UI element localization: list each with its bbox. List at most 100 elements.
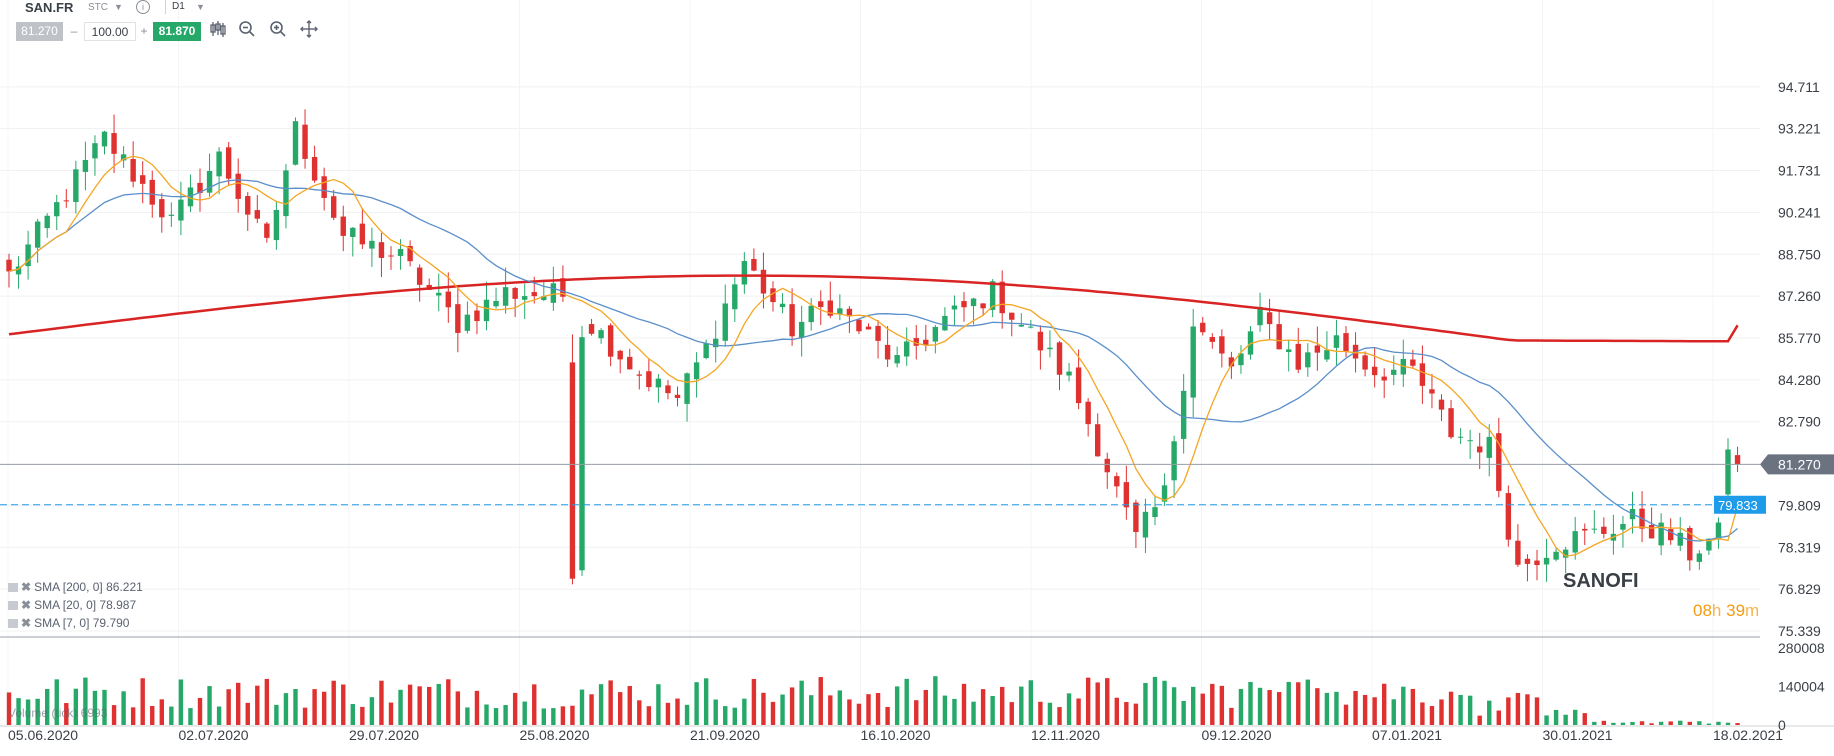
chevron-down-icon[interactable]: ▼ — [114, 2, 123, 12]
zoom-out-icon[interactable] — [237, 20, 257, 40]
volume-bar — [1219, 685, 1225, 725]
volume-bar — [360, 706, 365, 725]
candle-body — [1448, 408, 1454, 438]
candle-body — [808, 305, 814, 323]
candle-body — [1047, 347, 1053, 350]
volume-bar — [1210, 683, 1215, 725]
volume-bar — [1162, 680, 1167, 725]
candle-body — [617, 350, 623, 360]
candle-body — [197, 182, 203, 194]
candle-body — [15, 266, 22, 275]
candle-body — [1381, 376, 1387, 381]
candle-body — [1429, 389, 1435, 394]
candle-body — [1457, 436, 1464, 438]
candle-body — [951, 305, 958, 310]
candle-body — [865, 326, 872, 330]
toolbar-divider — [165, 0, 166, 14]
volume-bar — [92, 690, 98, 725]
volume-bar — [1334, 691, 1339, 725]
close-icon[interactable]: ✖ — [21, 598, 32, 612]
volume-bar — [188, 708, 193, 725]
volume-bars — [6, 676, 1740, 725]
timeframe-select[interactable]: D1 — [172, 1, 185, 12]
settings-icon[interactable] — [8, 601, 18, 610]
indicator-legend-sma7[interactable]: ✖ SMA [7, 0] 79.790 — [8, 616, 129, 630]
volume-bar — [1343, 704, 1349, 725]
volume-bar — [1697, 721, 1702, 725]
volume-bar — [1133, 703, 1139, 725]
lot-increase-button[interactable]: + — [140, 24, 148, 38]
volume-bar — [465, 707, 470, 725]
x-tick-label: 05.06.2020 — [8, 727, 78, 743]
candle-body — [206, 171, 213, 193]
candle-body — [245, 196, 251, 215]
y-tick-label: 75.339 — [1778, 623, 1821, 639]
volume-bar — [1181, 700, 1186, 725]
volume-bar — [780, 694, 785, 725]
candle-body — [751, 258, 757, 271]
candle-body — [264, 223, 270, 238]
candle-body — [942, 315, 948, 331]
indicator-legend-sma20[interactable]: ✖ SMA [20, 0] 78.987 — [8, 598, 136, 612]
volume-bar — [828, 695, 833, 725]
volume-bar — [140, 678, 145, 725]
candle-body — [350, 227, 356, 237]
volume-bar — [818, 677, 823, 725]
candle-body — [92, 143, 98, 159]
ask-price[interactable]: 81.870 — [153, 22, 201, 41]
candle-body — [1152, 507, 1158, 517]
candle-body — [1219, 336, 1225, 354]
volume-bar — [207, 686, 212, 725]
chevron-down-icon[interactable]: ▼ — [196, 2, 205, 12]
volume-bar — [369, 697, 375, 725]
candle-body — [388, 255, 394, 257]
candle-body — [168, 214, 175, 216]
candle-body — [1200, 322, 1206, 333]
close-icon[interactable]: ✖ — [21, 580, 32, 594]
volume-bar — [618, 692, 623, 725]
candle-body — [1658, 522, 1664, 546]
volume-bar — [1382, 683, 1387, 725]
candle-body — [1343, 333, 1349, 352]
close-icon[interactable]: ✖ — [21, 616, 32, 630]
info-icon[interactable]: i — [136, 0, 150, 14]
candle-body — [1371, 366, 1378, 376]
volume-bar — [341, 684, 346, 725]
volume-bar — [1467, 695, 1473, 725]
candle-body — [283, 170, 289, 217]
candle-body — [961, 301, 967, 308]
volume-bar — [1000, 686, 1005, 725]
lot-size-input[interactable]: 100.00 — [84, 22, 136, 41]
symbol-label[interactable]: SAN.FR — [25, 0, 74, 15]
candlestick-type-icon[interactable] — [208, 20, 228, 40]
settings-icon[interactable] — [8, 619, 18, 628]
volume-bar — [742, 698, 747, 725]
volume-bar — [1362, 694, 1368, 725]
bid-price[interactable]: 81.270 — [16, 22, 63, 41]
candlestick-series — [6, 109, 1741, 585]
volume-bar — [1066, 693, 1072, 725]
candle-body — [1477, 446, 1483, 453]
candle-body — [932, 326, 939, 342]
volume-bar — [1573, 709, 1578, 725]
volume-bar — [398, 689, 403, 725]
candle-body — [407, 245, 413, 262]
settings-icon[interactable] — [8, 583, 18, 592]
volume-bar — [1114, 697, 1119, 725]
crosshair-icon[interactable] — [299, 20, 319, 40]
candle-body — [541, 296, 547, 301]
candle-body — [665, 385, 671, 394]
candle-body — [560, 278, 566, 297]
volume-bar — [1276, 692, 1282, 725]
volume-bar — [159, 699, 164, 725]
candle-body — [1095, 424, 1101, 457]
candle-body — [1142, 511, 1149, 538]
volume-bar — [1506, 697, 1511, 725]
zoom-in-icon[interactable] — [268, 20, 288, 40]
candle-body — [1620, 523, 1626, 530]
lot-decrease-button[interactable]: – — [70, 24, 78, 38]
volume-bar — [875, 693, 881, 725]
indicator-legend-sma200[interactable]: ✖ SMA [200, 0] 86.221 — [8, 580, 143, 594]
volume-legend: Volume (tick) 6993 — [8, 706, 108, 720]
